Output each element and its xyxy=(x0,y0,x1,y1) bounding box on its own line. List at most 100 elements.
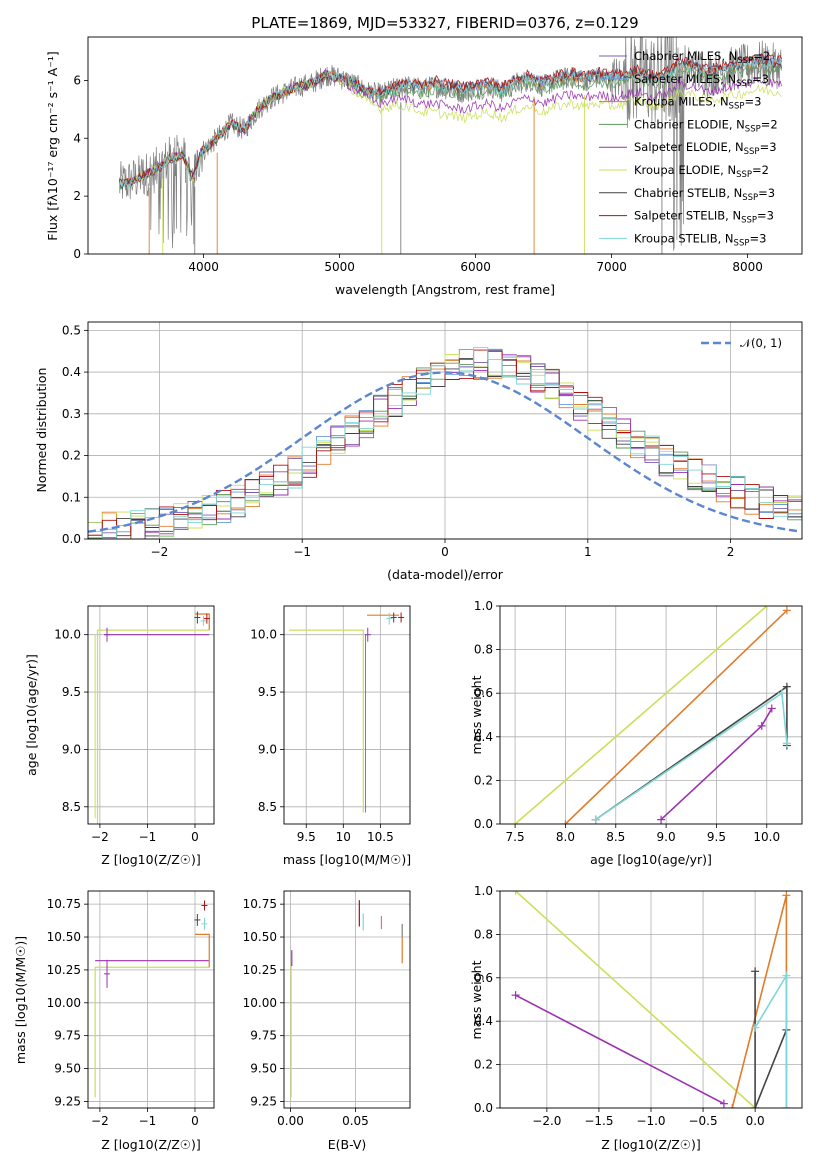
y-tick-label: 10.00 xyxy=(47,996,81,1010)
y-tick-label: 0.6 xyxy=(474,686,493,700)
legend-entry-salpeter-elodie: Salpeter ELODIE, NSSP=3 xyxy=(634,140,777,157)
x-tick-label: 10 xyxy=(336,830,351,844)
y-tick-label: 0.8 xyxy=(474,927,493,941)
plot-area xyxy=(118,37,782,254)
x-tick-label: 8.0 xyxy=(556,830,575,844)
spectrum-legend: Chabrier MILES, NSSP=2 Salpeter MILES, NS… xyxy=(599,49,778,248)
mass-vs-ebv-panel: 0.00 0.05 9.25 9.50 9.75 10.00 10.25 10.50 10.75… xyxy=(243,890,411,1152)
y-tick-label: 10.75 xyxy=(47,897,81,911)
age-Z-kroupa-elodie xyxy=(96,629,210,824)
y-tick-label: 0.0 xyxy=(474,817,493,831)
y-tick-label: 10.0 xyxy=(54,628,81,642)
y-tick-label: 10.75 xyxy=(243,897,277,911)
y-tick-label: 10.25 xyxy=(47,963,81,977)
y-tick-label: 0.4 xyxy=(62,365,81,379)
y-tick-label: 10.50 xyxy=(243,930,277,944)
axes-frame xyxy=(283,890,411,1109)
y-tick-label: 4 xyxy=(73,131,81,145)
x-tick-label: 9.0 xyxy=(657,830,676,844)
x-tick-label: −0.5 xyxy=(688,1114,717,1128)
x-tick-label: 0.0 xyxy=(746,1114,765,1128)
x-tick-label: 1 xyxy=(584,545,592,559)
x-tick-label: 0.05 xyxy=(342,1114,369,1128)
x-tick-label: −1 xyxy=(293,545,311,559)
x-tick-label: 6000 xyxy=(460,260,491,274)
x-tick-label: 0.00 xyxy=(277,1114,304,1128)
y-tick-label: 10.00 xyxy=(243,996,277,1010)
x-tick-label: −2 xyxy=(151,545,169,559)
mass-weight-line-kroupa-miles xyxy=(564,609,788,824)
y-tick-label: 0 xyxy=(73,247,81,261)
x-axis-label: Z [log10(Z/Z☉)] xyxy=(101,1137,201,1152)
y-tick-label: 10.0 xyxy=(250,628,277,642)
mass-weight-line-kroupa-elodie xyxy=(514,606,768,824)
plot-area xyxy=(511,606,791,824)
massweight-vs-age-panel: 7.5 8.0 8.5 9.0 9.5 10.0 0.0 0.2 0.4 0.6 0.8 1.0 age… xyxy=(469,599,803,867)
legend-entry-chabrier-stelib: Chabrier STELIB, NSSP=3 xyxy=(634,186,775,203)
model-spectrum-salpeter-stelib xyxy=(119,53,782,188)
x-tick-label: 7.5 xyxy=(506,830,525,844)
x-axis-label: E(B-V) xyxy=(328,1137,367,1152)
age-mass-kroupa-elodie xyxy=(289,629,364,813)
y-tick-label: 0.0 xyxy=(62,532,81,546)
axes-frame xyxy=(87,605,215,825)
x-tick-label: −2 xyxy=(91,830,109,844)
x-tick-label: 10.5 xyxy=(367,830,394,844)
legend-entry-chabrier-elodie: Chabrier ELODIE, NSSP=2 xyxy=(634,117,778,134)
axes-frame xyxy=(87,321,803,540)
y-tick-label: 0.2 xyxy=(474,1058,493,1072)
y-tick-label: 0.5 xyxy=(62,323,81,337)
x-axis-label: Z [log10(Z/Z☉)] xyxy=(101,852,201,867)
x-tick-label: −1 xyxy=(139,830,157,844)
x-axis-label: wavelength [Angstrom, rest frame] xyxy=(335,282,555,297)
plot-area xyxy=(289,612,405,813)
age-Z-kroupa-miles xyxy=(194,613,210,631)
x-tick-label: 9.5 xyxy=(707,830,726,844)
y-tick-label: 9.75 xyxy=(54,1029,81,1043)
y-tick-label: 0.8 xyxy=(474,643,493,657)
x-tick-label: 8.5 xyxy=(606,830,625,844)
x-axis-label: Z [log10(Z/Z☉)] xyxy=(601,1137,701,1152)
y-tick-label: 0.2 xyxy=(474,773,493,787)
y-axis-label: mass weight xyxy=(469,675,484,754)
mass-vs-metallicity-panel: −2 −1 0 9.25 9.50 9.75 10.00 10.25 10.50 10.75 Z [… xyxy=(13,890,215,1152)
x-tick-label: 2 xyxy=(727,545,735,559)
y-tick-label: 9.75 xyxy=(250,1029,277,1043)
y-tick-label: 0.2 xyxy=(62,449,81,463)
y-tick-label: 0.6 xyxy=(474,971,493,985)
x-tick-label: 0 xyxy=(191,1114,199,1128)
mass-weight-line-chabrier-stelib xyxy=(754,971,788,1108)
y-tick-label: 1.0 xyxy=(474,599,493,613)
chart-title: PLATE=1869, MJD=53327, FIBERID=0376, z=0… xyxy=(251,14,638,32)
x-tick-label: 7000 xyxy=(596,260,627,274)
y-tick-label: 8.5 xyxy=(62,800,81,814)
plot-area xyxy=(94,611,210,824)
massweight-vs-metallicity-panel: −2.0 −1.5 −1.0 −0.5 0.0 0.0 0.2 0.4 0.6 0.8 1.0 Z [… xyxy=(469,884,803,1152)
y-tick-label: 0.3 xyxy=(62,407,81,421)
y-tick-label: 0.4 xyxy=(474,730,493,744)
y-tick-label: 9.5 xyxy=(62,685,81,699)
y-axis-label: age [log10(age/yr)] xyxy=(24,654,39,776)
legend-entry-gaussian: 𝒩(0, 1) xyxy=(740,336,782,350)
legend-entry-salpeter-miles: Salpeter MILES, NSSP=3 xyxy=(634,72,769,89)
y-tick-label: 9.25 xyxy=(250,1094,277,1108)
legend-entry-kroupa-elodie: Kroupa ELODIE, NSSP=2 xyxy=(634,163,769,180)
plot-area xyxy=(94,900,210,1098)
histogram-kroupa-stelib xyxy=(88,347,802,539)
age-vs-metallicity-panel: −2 −1 0 8.5 9.0 9.5 10.0 Z [log10(Z/Z☉)] age [lo… xyxy=(24,605,215,867)
x-tick-label: 4000 xyxy=(188,260,219,274)
x-axis-label: (data-model)/error xyxy=(387,567,504,582)
axes-frame xyxy=(499,605,803,825)
legend-entry-kroupa-stelib: Kroupa STELIB, NSSP=3 xyxy=(634,231,766,248)
y-tick-label: 1.0 xyxy=(474,884,493,898)
age-vs-mass-panel: 9.5 10 10.5 8.5 9.0 9.5 10.0 mass [log10(M/M☉)] xyxy=(250,605,411,867)
plot-area xyxy=(290,900,403,1098)
y-axis-label: mass weight xyxy=(469,960,484,1039)
model-spectrum-kroupa-stelib xyxy=(118,56,782,188)
plot-area xyxy=(88,347,802,539)
y-tick-label: 10.50 xyxy=(47,930,81,944)
x-tick-label: −2.0 xyxy=(532,1114,561,1128)
mass-weight-line-kroupa-elodie xyxy=(515,891,756,1108)
x-tick-label: −1.0 xyxy=(636,1114,665,1128)
